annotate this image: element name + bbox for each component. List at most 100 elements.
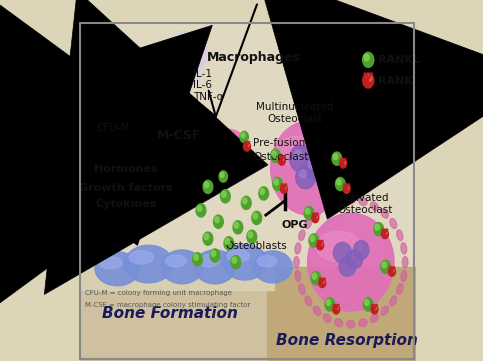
Text: Pre-fusion: Pre-fusion <box>253 138 305 148</box>
Circle shape <box>313 273 317 279</box>
Text: Bone Resorption: Bone Resorption <box>276 333 418 348</box>
Circle shape <box>310 236 314 242</box>
Ellipse shape <box>227 250 249 262</box>
Ellipse shape <box>294 150 302 160</box>
Ellipse shape <box>335 319 343 327</box>
Circle shape <box>317 240 324 250</box>
Ellipse shape <box>172 50 179 58</box>
Ellipse shape <box>347 196 355 204</box>
Ellipse shape <box>193 67 200 75</box>
Circle shape <box>203 232 213 245</box>
Ellipse shape <box>347 321 355 328</box>
Ellipse shape <box>354 240 369 259</box>
Ellipse shape <box>359 319 367 327</box>
Circle shape <box>305 208 310 214</box>
Text: Bone Formation: Bone Formation <box>102 306 238 321</box>
Ellipse shape <box>390 218 397 229</box>
Ellipse shape <box>253 251 292 283</box>
Circle shape <box>204 182 209 188</box>
Text: Osteoclast: Osteoclast <box>268 114 323 124</box>
Text: Macrophages: Macrophages <box>207 51 300 64</box>
Ellipse shape <box>401 243 407 254</box>
Circle shape <box>365 300 369 305</box>
Text: Growth factors: Growth factors <box>79 183 173 193</box>
Ellipse shape <box>172 43 202 77</box>
Circle shape <box>210 249 220 262</box>
Circle shape <box>242 198 247 204</box>
Ellipse shape <box>201 47 208 55</box>
Circle shape <box>225 238 229 244</box>
Text: Osteoblasts: Osteoblasts <box>226 241 287 251</box>
Ellipse shape <box>295 270 301 282</box>
Ellipse shape <box>270 121 347 215</box>
Text: IL-1: IL-1 <box>193 69 212 79</box>
Bar <box>267 267 415 361</box>
Ellipse shape <box>100 121 134 158</box>
Text: CFU-M = colony forming unit macrophage: CFU-M = colony forming unit macrophage <box>85 290 232 296</box>
Ellipse shape <box>313 148 320 156</box>
Ellipse shape <box>219 143 238 165</box>
Circle shape <box>388 267 396 276</box>
Text: Multinucleated: Multinucleated <box>256 102 334 112</box>
Circle shape <box>312 213 319 223</box>
Circle shape <box>246 143 249 147</box>
Ellipse shape <box>198 255 219 267</box>
Ellipse shape <box>120 158 133 172</box>
Ellipse shape <box>175 36 182 44</box>
Ellipse shape <box>276 136 319 167</box>
Ellipse shape <box>308 213 394 311</box>
Circle shape <box>232 257 237 263</box>
Text: IL-6: IL-6 <box>193 80 212 90</box>
Circle shape <box>322 279 325 283</box>
Circle shape <box>273 178 283 191</box>
Ellipse shape <box>323 202 331 210</box>
Circle shape <box>315 215 317 218</box>
Circle shape <box>284 186 286 189</box>
FancyBboxPatch shape <box>83 157 170 215</box>
Ellipse shape <box>359 198 367 205</box>
Circle shape <box>340 158 347 168</box>
Ellipse shape <box>305 296 312 306</box>
Circle shape <box>382 229 388 239</box>
Ellipse shape <box>95 252 140 286</box>
Circle shape <box>320 242 323 246</box>
Circle shape <box>381 260 391 274</box>
Ellipse shape <box>299 170 306 178</box>
Circle shape <box>333 154 338 160</box>
Circle shape <box>231 256 241 269</box>
Ellipse shape <box>298 230 305 240</box>
Text: Hormones: Hormones <box>94 164 158 174</box>
Circle shape <box>247 230 257 243</box>
Text: RANKL: RANKL <box>378 55 420 65</box>
Circle shape <box>248 232 253 238</box>
Circle shape <box>346 186 349 189</box>
Ellipse shape <box>294 257 299 268</box>
Ellipse shape <box>346 250 363 269</box>
Circle shape <box>194 255 198 260</box>
Text: Osteoclast: Osteoclast <box>337 205 392 216</box>
Ellipse shape <box>370 314 378 322</box>
Ellipse shape <box>339 257 355 276</box>
Circle shape <box>278 156 285 165</box>
Circle shape <box>391 268 394 272</box>
Ellipse shape <box>308 160 315 169</box>
Text: Cytokines: Cytokines <box>95 199 157 209</box>
Ellipse shape <box>257 256 277 267</box>
Ellipse shape <box>397 284 403 295</box>
Ellipse shape <box>402 257 408 268</box>
Circle shape <box>242 196 251 209</box>
Ellipse shape <box>166 255 186 267</box>
Circle shape <box>374 223 384 236</box>
Circle shape <box>222 191 226 197</box>
Ellipse shape <box>194 250 236 284</box>
Ellipse shape <box>196 62 202 69</box>
Circle shape <box>252 211 262 225</box>
Ellipse shape <box>178 70 185 77</box>
Circle shape <box>363 52 374 68</box>
Text: M-CSF = macrophage colony stimulating factor: M-CSF = macrophage colony stimulating fa… <box>85 301 250 308</box>
Circle shape <box>319 278 326 288</box>
Ellipse shape <box>381 209 388 218</box>
Ellipse shape <box>397 230 403 240</box>
Ellipse shape <box>166 65 173 72</box>
Ellipse shape <box>323 314 331 322</box>
